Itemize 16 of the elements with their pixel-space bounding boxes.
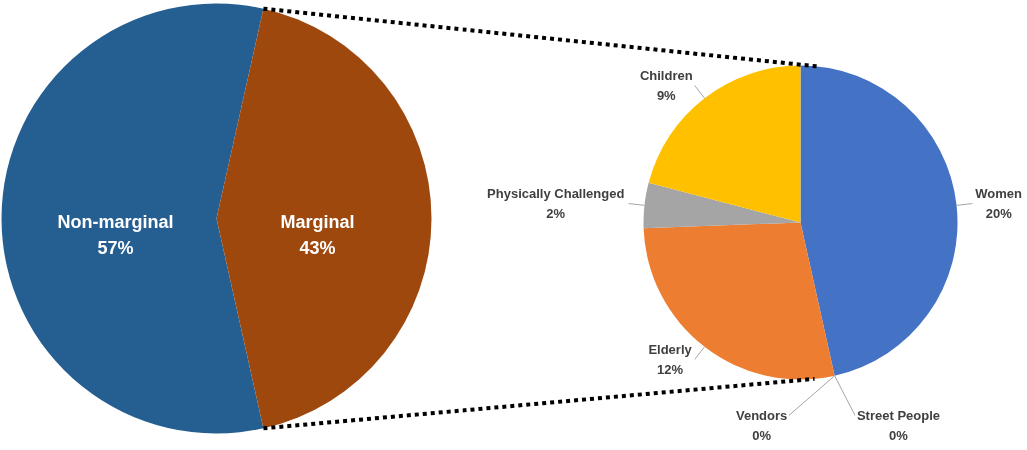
data-label: 43% (299, 237, 336, 258)
text: 0% (752, 427, 772, 443)
slice-label: Women (975, 186, 1023, 202)
slice-label: Elderly (648, 341, 693, 357)
text: 0% (889, 427, 908, 443)
data-label: 12% (657, 361, 684, 377)
slice-label: Physically Challenged (487, 186, 625, 202)
data-label: 2% (546, 206, 566, 222)
slice-label: Non-marginal (57, 211, 174, 232)
category-label: Vendors (736, 407, 788, 423)
slice-label: Children (639, 68, 693, 84)
category-label: Street People (856, 407, 941, 423)
data-label: 57% (97, 237, 134, 258)
data-label: 9% (656, 88, 677, 104)
slice-label: Marginal (280, 211, 355, 232)
data-label: 20% (985, 206, 1013, 222)
